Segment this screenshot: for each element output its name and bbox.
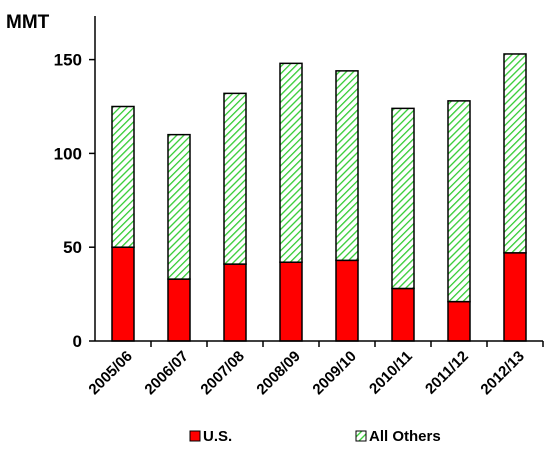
bar-us [111,246,135,342]
legend-label-us: U.S. [203,428,232,445]
bar-all-others [391,107,415,290]
legend: U.S. All Others [189,428,441,445]
x-tick-label: 2006/07 [141,348,191,398]
legend-swatch-us [189,430,201,442]
x-tick-label: 2007/08 [197,348,247,398]
bar-us [167,278,191,342]
bar-all-others [503,53,527,254]
y-axis-ticks: 0 50 100 150 [54,51,95,351]
bars [111,53,527,342]
y-tick-label: 100 [54,144,82,163]
bar-us [447,300,471,342]
bar-us [335,259,359,342]
bar-all-others [447,100,471,303]
legend-item-all-others: All Others [355,428,441,445]
bar-all-others [223,92,247,265]
bar-us [223,263,247,342]
bar-all-others [335,70,359,262]
bar-all-others [111,105,135,248]
y-tick-label: 0 [73,332,82,351]
y-tick-label: 150 [54,51,82,70]
x-tick-label: 2011/12 [422,348,472,398]
legend-swatch-all-others [355,430,367,442]
y-tick-label: 50 [63,238,82,257]
y-axis-title: MMT [6,12,50,33]
x-tick-label: 2012/13 [477,348,527,398]
legend-label-all-others: All Others [369,428,441,445]
x-tick-label: 2009/10 [309,348,359,398]
legend-item-us: U.S. [189,428,232,445]
x-tick-label: 2008/09 [253,348,303,398]
bar-all-others [279,62,303,263]
bar-us [279,261,303,342]
x-axis-tick-labels: 2005/06 2006/07 2007/08 2008/09 2009/10 2010/… [85,341,544,398]
bar-us [391,287,415,342]
bar-all-others [167,133,191,280]
x-tick-label: 2005/06 [85,348,135,398]
x-tick-label: 2010/11 [366,348,416,398]
bar-us [503,252,527,342]
